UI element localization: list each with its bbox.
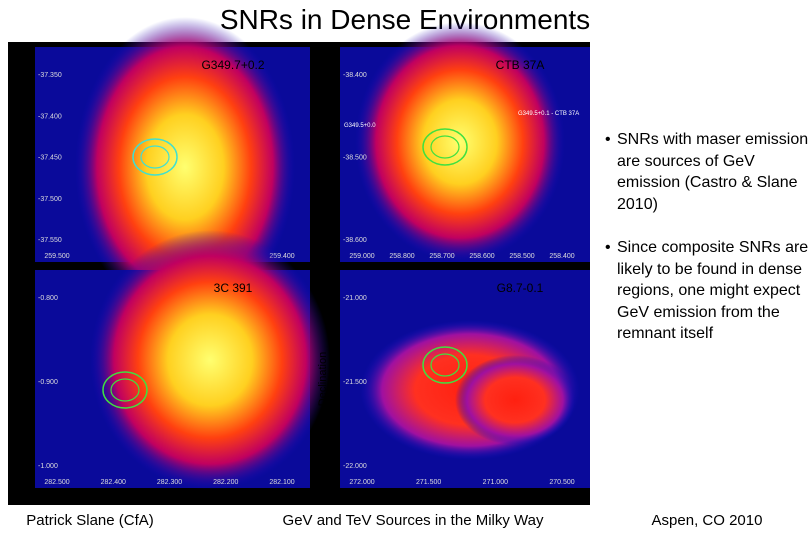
x-tick-label: 259.000: [349, 253, 374, 260]
y-axis-label: Declination: [317, 352, 329, 406]
y-tick-label: -37.550: [38, 237, 62, 244]
panel-label: CTB 37A: [496, 58, 545, 72]
x-tick-label: 282.400: [101, 479, 126, 486]
y-tick-label: -37.450: [38, 155, 62, 162]
contour: [102, 371, 148, 409]
y-tick-label: -38.600: [343, 237, 367, 244]
bullet: SNRs with maser emission are sources of …: [605, 129, 810, 215]
x-tick-label: 282.500: [44, 479, 69, 486]
x-tick-label: 258.500: [509, 253, 534, 260]
annotation: G349.5+0.0: [344, 123, 376, 129]
y-tick-label: -22.000: [343, 463, 367, 470]
x-tick-label: 272.000: [349, 479, 374, 486]
footer-right: Aspen, CO 2010: [651, 512, 763, 529]
x-axis-label: R.A.: [454, 493, 475, 505]
y-tick-label: -37.350: [38, 72, 62, 79]
y-tick-label: -0.800: [38, 295, 58, 302]
footer-center: GeV and TeV Sources in the Milky Way: [282, 512, 544, 529]
x-tick-label: 271.500: [416, 479, 441, 486]
image-panel: CTB 37A Declination -38.400 -38.500 -38.600 2…: [317, 22, 590, 262]
y-tick-label: -37.500: [38, 196, 62, 203]
bullet: Since composite SNRs are likely to be fo…: [605, 237, 810, 345]
y-tick-label: -21.500: [343, 379, 367, 386]
y-tick-label: -1.000: [38, 463, 58, 470]
y-tick-label: -21.000: [343, 295, 367, 302]
x-tick-label: 271.000: [483, 479, 508, 486]
contour: [140, 145, 170, 169]
x-tick-label: 258.800: [389, 253, 414, 260]
contour: [110, 378, 140, 402]
emission-blob: [355, 22, 565, 262]
annotation: G349.5+0.1 - CTB 37A: [518, 111, 579, 117]
slide-title: SNRs in Dense Environments: [219, 4, 591, 35]
y-tick-label: -0.900: [38, 379, 58, 386]
y-tick-label: -38.500: [343, 155, 367, 162]
image-panel: G8.7-0.1 Declination R.A. -21.000 -21.500 -22…: [317, 270, 590, 505]
panel-label: 3C 391: [214, 281, 253, 295]
y-tick-label: -38.400: [343, 72, 367, 79]
x-axis-label: R.A.: [162, 493, 183, 505]
contour: [422, 346, 468, 384]
contour: [132, 138, 178, 176]
contour: [422, 128, 468, 166]
y-axis-label: Declination: [317, 127, 329, 181]
x-tick-label: 259.500: [44, 253, 69, 260]
image-panels: G349.7+0.2 Declination -37.350 -37.400 -37.4…: [8, 17, 590, 505]
x-tick-label: 282.200: [213, 479, 238, 486]
y-axis-label: Declination: [12, 352, 24, 406]
y-axis-label: Declination: [12, 127, 24, 181]
contour: [430, 135, 460, 159]
x-tick-label: 258.700: [429, 253, 454, 260]
image-panel: 3C 391 Declination R.A. -0.800 -0.900 -1.000 2…: [12, 230, 330, 505]
x-tick-label: 270.500: [549, 479, 574, 486]
y-tick-label: -37.400: [38, 113, 62, 120]
panel-label: G8.7-0.1: [497, 281, 544, 295]
x-tick-label: 282.300: [157, 479, 182, 486]
x-tick-label: 258.400: [549, 253, 574, 260]
footer-left: Patrick Slane (CfA): [26, 512, 154, 529]
panel-label: G349.7+0.2: [201, 58, 264, 72]
contour: [430, 353, 460, 377]
x-tick-label: 258.600: [469, 253, 494, 260]
emission-blob: [90, 230, 330, 490]
emission-blob: [455, 355, 575, 445]
x-tick-label: 282.100: [269, 479, 294, 486]
